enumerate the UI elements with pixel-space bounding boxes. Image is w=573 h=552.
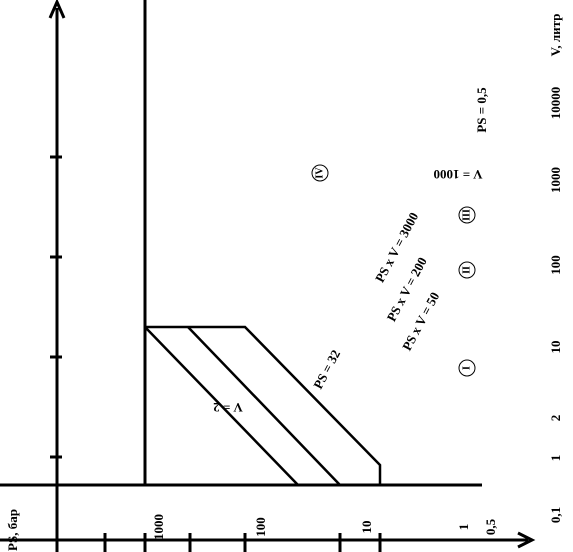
boundaries bbox=[143, 0, 382, 486]
line-label: PS = 32 bbox=[310, 347, 343, 391]
region-label: II bbox=[461, 266, 472, 274]
ps-tick: 1000 bbox=[151, 514, 166, 540]
region-label: III bbox=[461, 209, 472, 221]
region-label: I bbox=[461, 366, 472, 370]
line-label: V = 1000 bbox=[433, 167, 482, 182]
line-label: PS = 0,5 bbox=[474, 87, 489, 133]
ps-tick: 0,5 bbox=[483, 518, 498, 535]
v-tick: 0,1 bbox=[548, 507, 563, 523]
line-label: V = 2 bbox=[213, 400, 243, 415]
v-tick: 100 bbox=[548, 255, 563, 275]
ps-tick: 10 bbox=[359, 521, 374, 534]
v-tick: 10 bbox=[548, 341, 563, 354]
ps-tick: 1 bbox=[456, 524, 471, 531]
v-tick: 1 bbox=[548, 455, 563, 462]
ps-axis-label: PS, бар bbox=[5, 509, 20, 551]
v-tick: 10000 bbox=[548, 87, 563, 120]
ps-tick: 100 bbox=[253, 517, 268, 537]
v-tick: 2 bbox=[548, 415, 563, 422]
region-markers bbox=[311, 164, 476, 377]
region-label: IV bbox=[314, 167, 325, 179]
v-tick: 1000 bbox=[548, 167, 563, 193]
axes bbox=[0, 0, 536, 552]
v-axis-label: V, литр bbox=[548, 14, 563, 57]
